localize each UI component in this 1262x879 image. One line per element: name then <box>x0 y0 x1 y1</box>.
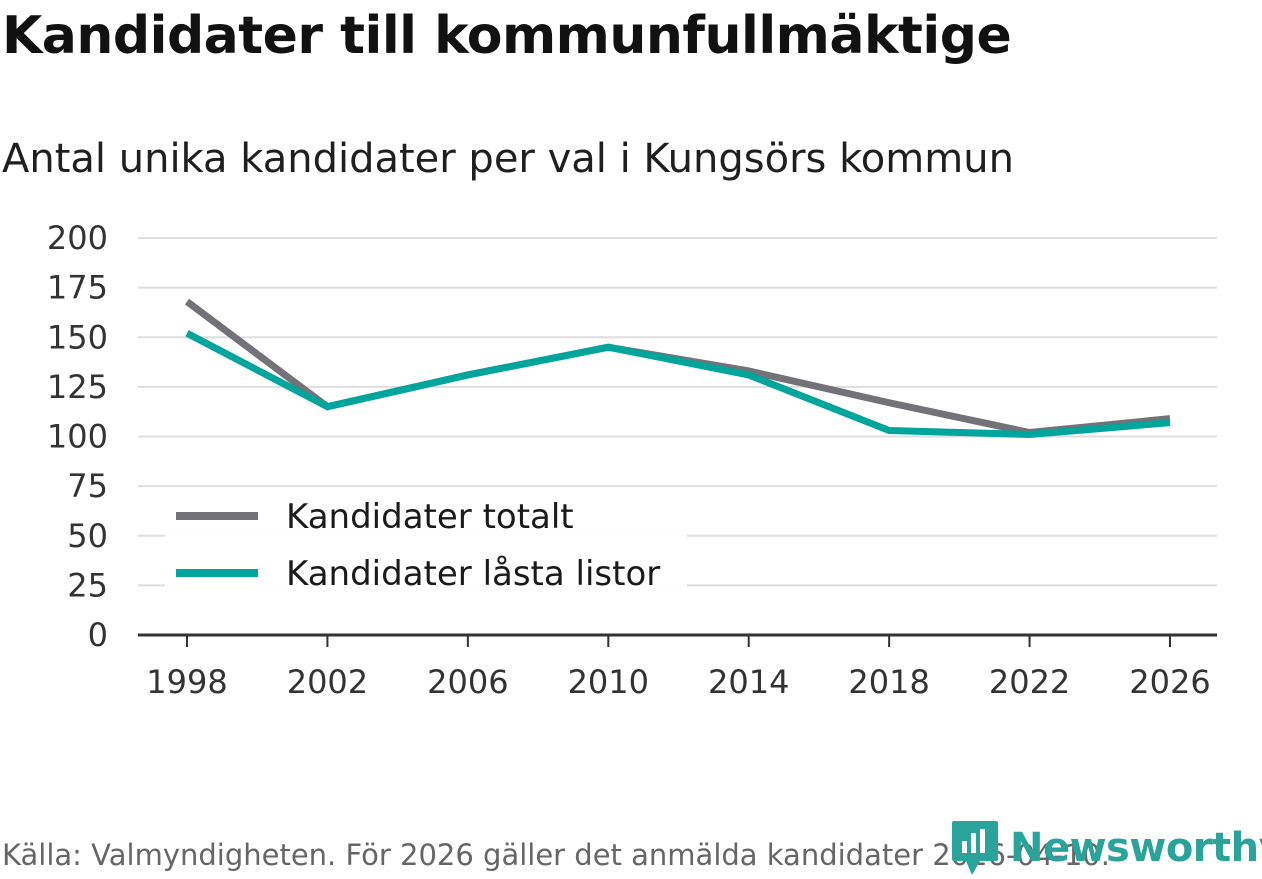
legend: Kandidater totalt Kandidater låsta listor <box>165 488 687 606</box>
x-tick-label: 1998 <box>146 663 227 701</box>
y-tick-label: 0 <box>88 616 108 654</box>
x-tick-label: 2002 <box>287 663 368 701</box>
y-tick-label: 75 <box>67 467 108 505</box>
x-tick-label: 2022 <box>989 663 1070 701</box>
y-axis-ticks: 0 25 50 75 100 125 150 175 200 <box>47 219 108 654</box>
source-note: Källa: Valmyndigheten. För 2026 gäller d… <box>2 838 1110 872</box>
y-tick-label: 100 <box>47 418 108 456</box>
y-tick-label: 200 <box>47 219 108 257</box>
legend-label: Kandidater låsta listor <box>286 554 660 594</box>
x-tick-label: 2014 <box>708 663 789 701</box>
x-tick-label: 2006 <box>427 663 508 701</box>
chart-title: Kandidater till kommunfullmäktige <box>2 6 1012 66</box>
chart-subtitle: Antal unika kandidater per val i Kungsör… <box>2 136 1014 182</box>
series-line-1 <box>184 298 1171 437</box>
y-tick-label: 175 <box>47 269 108 307</box>
legend-label: Kandidater totalt <box>286 497 574 537</box>
x-tick-label: 2010 <box>568 663 649 701</box>
brand-logo: Newsworthy <box>950 818 1262 878</box>
y-tick-label: 125 <box>47 368 108 406</box>
brand-name: Newsworthy <box>1010 825 1262 871</box>
x-tick-label: 2018 <box>848 663 929 701</box>
x-axis: 1998 2002 2006 2010 2014 2018 2022 2026 <box>138 633 1217 701</box>
series-line-2 <box>185 330 1171 439</box>
x-tick-label: 2026 <box>1129 663 1210 701</box>
y-tick-label: 50 <box>67 517 108 555</box>
series-lines <box>184 298 1171 439</box>
y-tick-label: 150 <box>47 318 108 356</box>
newsworthy-logo-icon <box>952 821 998 875</box>
legend-box <box>165 488 687 606</box>
y-tick-label: 25 <box>67 566 108 604</box>
